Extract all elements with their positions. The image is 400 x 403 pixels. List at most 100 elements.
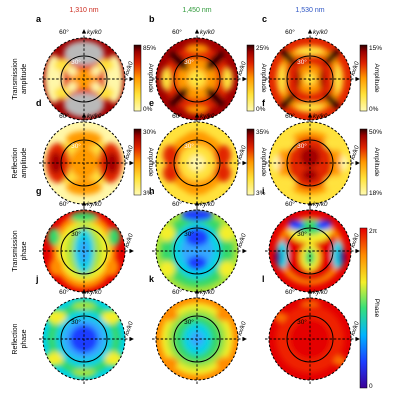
panel-letter: i xyxy=(262,186,265,196)
inner-angle-label: 30° xyxy=(297,230,307,238)
field-blob xyxy=(160,357,178,369)
field-blob xyxy=(324,176,344,190)
colorbar-min-label: 0% xyxy=(256,106,266,113)
panel-letter: c xyxy=(262,14,267,24)
field-blob xyxy=(159,261,175,277)
panel-letter: h xyxy=(149,186,155,196)
field-blob xyxy=(216,357,234,369)
kx-label-group: kx/k0 xyxy=(123,232,135,248)
colorbar xyxy=(359,128,368,196)
kx-label-group: kx/k0 xyxy=(349,60,361,76)
row-label: Reflection amplitude xyxy=(12,147,28,178)
colorbar xyxy=(133,44,142,112)
field-blob xyxy=(163,145,179,165)
kx-label-group: kx/k0 xyxy=(236,232,248,248)
field-blob xyxy=(186,44,208,52)
kx-label: kx/k0 xyxy=(349,320,361,336)
kx-label-group: kx/k0 xyxy=(236,320,248,336)
field-blob xyxy=(67,82,77,92)
kx-label: kx/k0 xyxy=(349,144,361,160)
field-blob xyxy=(316,220,332,230)
panel-g: g 60° 30° ky/k0 kx/k0 xyxy=(36,186,135,296)
colorbar-max-label: 35% xyxy=(256,129,269,136)
ky-label: ky/k0 xyxy=(87,29,102,36)
row-label: Transmission phase xyxy=(12,230,28,271)
row-label-line2: amplitude xyxy=(21,64,28,94)
panel-i: i 60° 30° ky/k0 kx/k0 2π 0 Phase xyxy=(262,186,380,390)
panel-e: e 60° 30° ky/k0 kx/k0 35% 3% Amplitude xyxy=(149,98,269,208)
field-blob xyxy=(288,220,304,230)
field-blob xyxy=(66,179,102,195)
panel-j: j 60° 30° ky/k0 kx/k0 xyxy=(35,274,135,384)
field-blob xyxy=(219,261,235,277)
colorbar-title: Amplitude xyxy=(373,148,380,177)
row-label-line2: amplitude xyxy=(21,148,28,178)
field-blob xyxy=(276,176,296,190)
inner-angle-label: 30° xyxy=(297,58,307,66)
column-wavelength-label: 1,310 nm xyxy=(69,7,98,14)
colorbar-max-label: 25% xyxy=(256,45,269,52)
row-label: Transmission amplitude xyxy=(12,58,28,99)
field-blob xyxy=(339,249,345,265)
field-blob xyxy=(54,59,70,71)
colorbar xyxy=(246,44,255,112)
field-blob xyxy=(106,152,118,174)
panel-letter: f xyxy=(262,98,266,108)
field-blob xyxy=(205,51,225,71)
inner-angle-label: 30° xyxy=(297,318,307,326)
panel-letter: j xyxy=(35,274,39,284)
kx-label: kx/k0 xyxy=(123,144,135,160)
field-blob xyxy=(54,87,70,99)
inner-angle-label: 30° xyxy=(71,142,81,150)
kx-label: kx/k0 xyxy=(236,320,248,336)
field-blob xyxy=(181,210,213,221)
outer-angle-label: 60° xyxy=(285,200,295,208)
row-label-line1: Reflection xyxy=(12,147,19,178)
field-blob xyxy=(300,147,320,167)
ky-label: ky/k0 xyxy=(200,201,215,208)
panel-a: a 60° 30° ky/k0 kx/k0 85% 0% Amplitude xyxy=(36,14,156,124)
ky-label: ky/k0 xyxy=(313,201,328,208)
field-blob xyxy=(205,87,225,107)
column-wavelength-label: 1,530 nm xyxy=(295,7,324,14)
field-blob xyxy=(169,51,189,71)
inner-angle-label: 30° xyxy=(184,318,194,326)
field-blob xyxy=(159,225,175,241)
outer-angle-label: 60° xyxy=(59,288,69,296)
panel-letter: d xyxy=(36,98,42,108)
outer-angle-label: 60° xyxy=(172,200,182,208)
outer-angle-label: 60° xyxy=(172,28,182,36)
colorbar-max-label: 50% xyxy=(369,129,382,136)
panel-l: l 60° 30° ky/k0 kx/k0 xyxy=(262,274,361,384)
inner-angle-label: 30° xyxy=(184,58,194,66)
field-blob xyxy=(276,136,296,150)
field-blob xyxy=(280,49,296,65)
field-blob xyxy=(324,93,340,109)
field-blob xyxy=(324,136,344,150)
ky-label: ky/k0 xyxy=(87,289,102,296)
field-blob xyxy=(296,103,324,111)
colorbar-title-group: Amplitude xyxy=(147,148,154,177)
colorbar-title: Amplitude xyxy=(260,148,267,177)
field-blob xyxy=(91,82,101,92)
ky-label: ky/k0 xyxy=(200,29,215,36)
inner-angle-label: 30° xyxy=(71,58,81,66)
outer-angle-label: 60° xyxy=(172,112,182,120)
colorbar-max-label: 15% xyxy=(369,45,382,52)
row-label-line2: phase xyxy=(21,329,28,348)
field-blob xyxy=(280,93,296,109)
colorbar-title-group: Amplitude xyxy=(373,148,380,177)
row-label: Reflection phase xyxy=(12,323,28,354)
outer-angle-label: 60° xyxy=(285,288,295,296)
colorbar xyxy=(246,128,255,196)
panel-f: f 60° 30° ky/k0 kx/k0 50% 18% Amplitude xyxy=(262,98,382,208)
ky-label: ky/k0 xyxy=(87,113,102,120)
colorbar xyxy=(133,128,142,196)
kx-label: kx/k0 xyxy=(236,232,248,248)
kx-label-group: kx/k0 xyxy=(349,232,361,248)
field-pattern xyxy=(46,131,122,195)
colorbar-title-group: Phase xyxy=(373,299,380,318)
panel-letter: b xyxy=(149,14,155,24)
field-blob xyxy=(160,309,178,321)
colorbar-title: Phase xyxy=(373,299,380,318)
